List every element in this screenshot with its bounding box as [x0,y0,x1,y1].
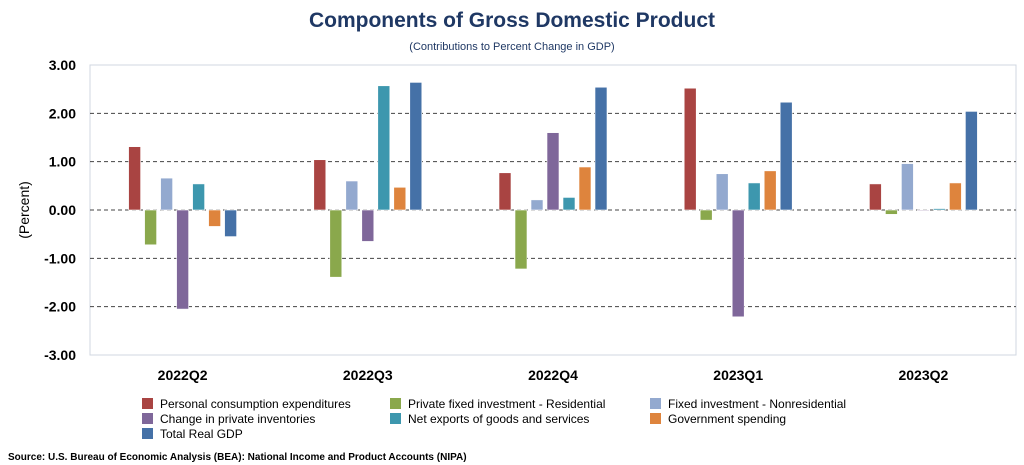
bar-2023Q2-2 [901,163,914,211]
x-tick-label: 2023Q2 [898,367,948,383]
y-tick-label: 1.00 [49,154,76,170]
legend-swatch [142,413,153,424]
bar-2022Q3-4 [377,85,391,211]
legend-label: Personal consumption expenditures [160,397,351,411]
y-tick-label: 3.00 [49,57,76,73]
bar-2023Q2-0 [869,183,882,211]
bar-2023Q1-0 [683,87,697,211]
bar-2022Q4-5 [578,166,592,211]
bar-2022Q3-2 [345,180,359,211]
y-tick-label: 2.00 [49,105,76,121]
bar-2022Q4-4 [562,197,576,211]
legend-label: Net exports of goods and services [408,412,589,426]
bar-2023Q2-1 [885,209,898,215]
bar-2023Q1-4 [747,182,761,211]
bar-2022Q2-5 [208,209,221,227]
bar-2022Q3-6 [409,82,423,211]
bar-2022Q4-2 [530,199,544,211]
legend-swatch [390,413,401,424]
bar-2023Q1-1 [699,209,713,221]
bar-2023Q2-4 [933,208,946,211]
legend-label: Government spending [668,412,786,426]
bar-2022Q2-1 [144,209,157,246]
x-tick-label: 2023Q1 [713,367,763,383]
y-tick-label: -1.00 [44,250,76,266]
chart-subtitle: (Contributions to Percent Change in GDP) [409,41,614,53]
bar-2022Q2-4 [192,183,205,211]
bar-2022Q3-0 [313,159,327,211]
bar-2022Q2-6 [224,209,237,237]
bar-2023Q1-6 [779,101,793,211]
x-tick-label: 2022Q4 [528,367,578,383]
bar-2022Q4-3 [546,132,560,211]
bar-2022Q3-5 [393,186,407,211]
bar-2022Q4-0 [498,172,512,211]
chart-title: Components of Gross Domestic Product [309,9,715,32]
legend-label: Total Real GDP [160,427,243,441]
source-note: Source: U.S. Bureau of Economic Analysis… [8,452,467,463]
y-tick-label: 0.00 [49,202,76,218]
x-tick-label: 2022Q3 [343,367,393,383]
legend-swatch [390,398,401,409]
legend-label: Change in private inventories [160,412,315,426]
bar-2023Q2-3 [917,209,930,212]
bar-2023Q1-2 [715,173,729,211]
legend-swatch [650,413,661,424]
bar-2022Q3-1 [329,209,343,278]
legend-swatch [142,398,153,409]
legend-swatch [650,398,661,409]
y-tick-label: -2.00 [44,299,76,315]
bar-2023Q1-3 [731,209,745,318]
bar-2023Q2-5 [949,182,962,211]
bar-2023Q1-5 [763,170,777,211]
bar-2022Q4-1 [514,209,528,270]
legend-swatch [142,428,153,439]
bar-2022Q2-2 [160,177,173,211]
y-tick-label: -3.00 [44,347,76,363]
bar-2022Q2-3 [176,209,189,310]
legend-label: Fixed investment - Nonresidential [668,397,846,411]
bar-2022Q3-3 [361,209,375,242]
x-tick-label: 2022Q2 [158,367,208,383]
bar-2023Q2-6 [965,111,978,211]
y-axis-label: (Percent) [16,181,32,239]
bar-2022Q2-0 [128,146,141,211]
legend-label: Private fixed investment - Residential [408,397,605,411]
bar-2022Q4-6 [594,86,608,211]
